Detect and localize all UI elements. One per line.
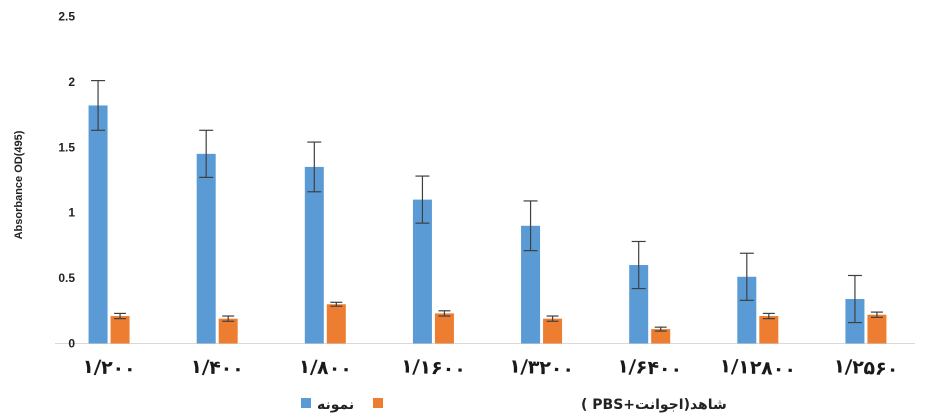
y-tick-labels: 0 0.5 1 1.5 2 2.5 [58,10,75,351]
bar-sample [412,199,432,344]
error-bar [654,326,667,332]
error-bar [546,315,559,322]
y-tick-label: 2.5 [58,10,75,24]
error-bar [91,79,106,131]
x-tick-label: ۱/۳۲۰۰ [509,355,575,380]
error-bar [307,141,322,193]
x-tick-label: ۱/۶۴۰۰ [617,355,683,380]
error-bar [222,315,235,322]
bars [88,79,887,344]
y-tick-label: 0.5 [58,271,75,285]
x-tick-label: ۱/۸۰۰ [298,356,352,381]
y-tick-label: 1 [68,206,75,220]
y-tick-label: 0 [68,337,75,351]
x-tick-label: ۱/۲۰۰ [82,356,136,381]
x-tick-label: ۱/۱۲۸۰۰ [719,355,797,381]
error-bar [847,274,862,324]
y-tick-label: 1.5 [58,140,75,154]
bar-control [326,304,346,344]
legend-label-sample: نمونه [317,397,354,413]
bar-control [543,318,563,344]
x-tick-label: ۱/۴۰۰ [190,356,244,381]
bar-sample [196,153,216,344]
bar-sample [88,105,108,344]
y-tick-label: 2 [68,75,75,89]
bar-control [110,316,130,344]
error-bar [631,240,646,290]
error-bar [762,312,775,320]
x-tick-labels: ۱/۲۰۰ ۱/۴۰۰ ۱/۸۰۰ ۱/۱۶۰۰ ۱/۳۲۰۰ ۱/۶۴۰۰ ۱/۱۲۸۰۰… [82,355,899,381]
error-bar [870,311,883,318]
error-bar [114,312,127,320]
error-bar [199,129,214,178]
bar-sample [521,225,541,344]
legend-swatch-control [373,398,383,408]
legend-label-control: شاهد(اجوانت+PBS ) [581,397,727,413]
x-tick-label: ۱/۱۶۰۰ [400,355,466,380]
error-bar [438,310,451,317]
error-bar [523,200,538,252]
bar-sample [304,166,324,344]
legend: نمونه شاهد(اجوانت+PBS ) [301,397,727,413]
y-axis-label: Absorbance OD(495) [13,130,25,239]
bar-control [759,316,779,344]
error-bar [330,301,343,307]
bar-sample [629,265,649,344]
x-tick-label: ۱/۲۵۶۰ [833,355,899,380]
bar-sample [737,276,757,344]
error-bar [739,252,754,301]
bar-control [218,318,238,344]
error-bar [415,175,430,224]
legend-swatch-sample [301,398,311,408]
bar-control [867,314,887,344]
bar-control [434,313,454,344]
bar-control [651,329,671,344]
